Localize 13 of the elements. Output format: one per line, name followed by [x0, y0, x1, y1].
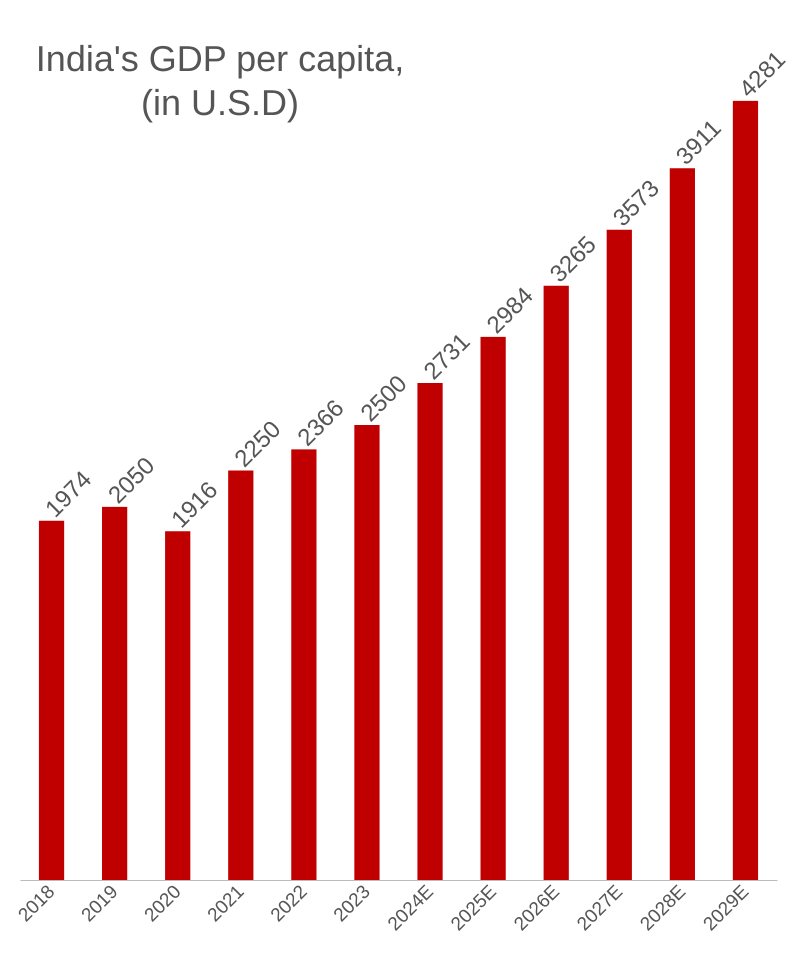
bar — [606, 230, 632, 880]
bar — [354, 425, 380, 880]
bar — [38, 520, 64, 880]
bar — [544, 286, 569, 880]
bar — [732, 100, 758, 880]
bar — [417, 382, 443, 880]
bar — [480, 336, 506, 880]
chart-title: India's GDP per capita, (in U.S.D) — [36, 38, 404, 123]
bar — [228, 470, 254, 880]
bar — [102, 506, 128, 880]
bar — [165, 531, 190, 880]
bar — [670, 168, 695, 880]
bar — [291, 449, 316, 880]
